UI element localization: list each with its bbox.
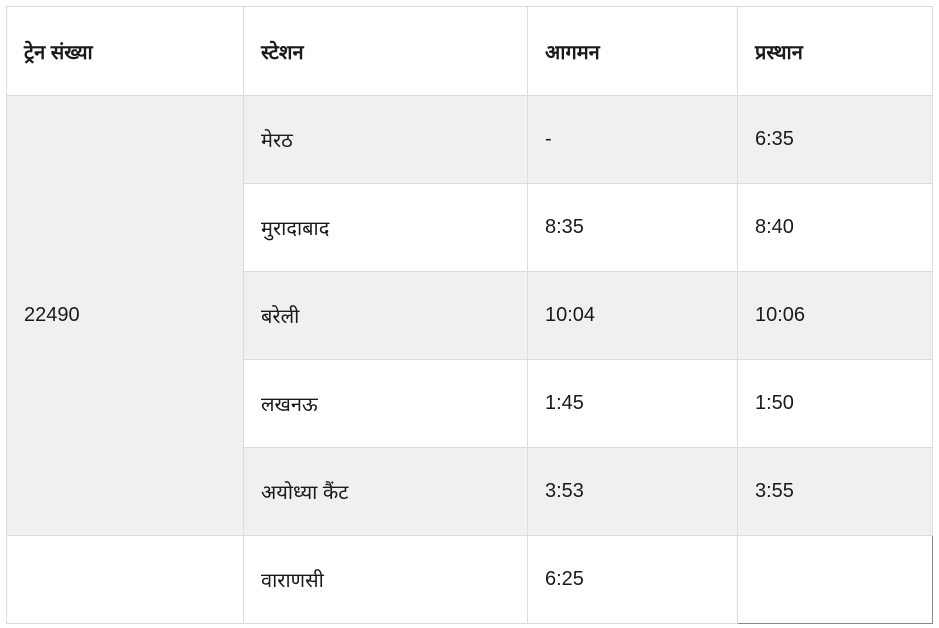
table-row: बरेली 10:04 10:06 (7, 271, 933, 360)
header-row: ट्रेन संख्या स्टेशन आगमन प्रस्थान (6, 6, 933, 96)
table-row: वाराणसी 6:25 (6, 535, 933, 624)
departure-cell: 10:06 (737, 271, 933, 360)
arrival-cell: 10:04 (527, 271, 738, 360)
header-train-number: ट्रेन संख्या (6, 6, 244, 96)
table-row: 22490 मेरठ - 6:35 (6, 95, 933, 536)
train-number-cell: 22490 (6, 95, 244, 536)
arrival-cell: 3:53 (527, 447, 738, 536)
header-arrival: आगमन (527, 6, 738, 96)
arrival-cell: 8:35 (527, 183, 738, 272)
train-number-cell-empty (6, 535, 244, 624)
departure-cell (737, 535, 933, 624)
station-cell: अयोध्या कैंट (243, 447, 528, 536)
departure-cell: 6:35 (737, 95, 933, 184)
table-row: मुरादाबाद 8:35 8:40 (7, 183, 933, 272)
station-cell: मुरादाबाद (243, 183, 528, 272)
arrival-cell: - (527, 95, 738, 184)
station-cell: लखनऊ (243, 359, 528, 448)
station-cell: मेरठ (243, 95, 528, 184)
station-cell: बरेली (243, 271, 528, 360)
table-row: लखनऊ 1:45 1:50 (7, 359, 933, 448)
arrival-cell: 6:25 (527, 535, 738, 624)
table-row: अयोध्या कैंट 3:53 3:55 (7, 447, 933, 536)
train-schedule-table: ट्रेन संख्या स्टेशन आगमन प्रस्थान 22490 … (6, 6, 933, 624)
header-station: स्टेशन (243, 6, 528, 96)
header-departure: प्रस्थान (737, 6, 933, 96)
arrival-cell: 1:45 (527, 359, 738, 448)
departure-cell: 1:50 (737, 359, 933, 448)
departure-cell: 8:40 (737, 183, 933, 272)
departure-cell: 3:55 (737, 447, 933, 536)
station-cell: वाराणसी (243, 535, 528, 624)
